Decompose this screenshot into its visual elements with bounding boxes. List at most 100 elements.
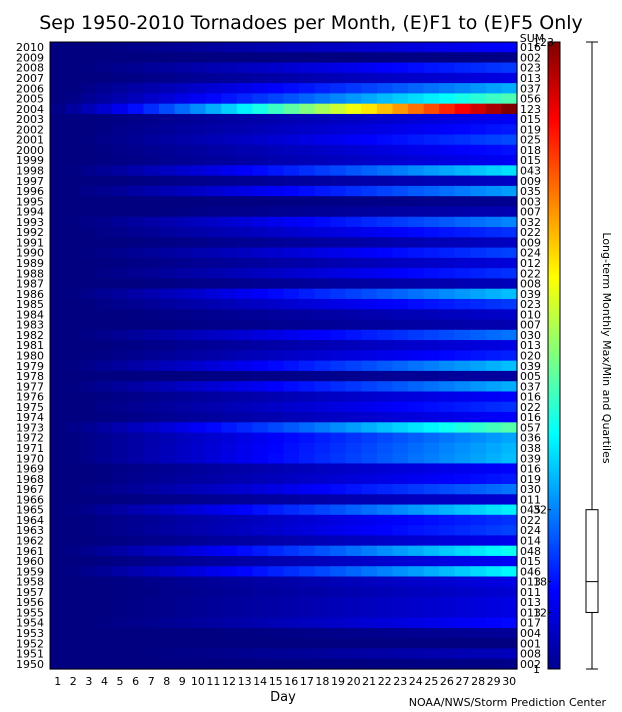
heatmap-cell [485,566,503,578]
heatmap-cell [81,473,98,485]
heatmap-cell [127,278,144,290]
heatmap-cell [314,124,331,136]
heatmap-cell [158,463,176,475]
heatmap-cell [439,83,456,94]
heatmap-cell [190,340,207,351]
heatmap-cell [439,442,456,454]
heatmap-cell [454,658,471,670]
heatmap-cell [439,216,456,228]
heatmap-cell [252,329,269,341]
heatmap-cell [283,175,300,187]
heatmap-cell [470,586,487,598]
heatmap-cell [299,525,316,536]
heatmap-cell [423,648,440,660]
heatmap-cell [221,504,238,516]
heatmap-cell [485,627,503,639]
heatmap-cell [205,453,222,465]
heatmap-cell [501,535,518,547]
heatmap-cell [470,370,487,382]
heatmap-cell [392,432,409,444]
heatmap-cell [127,350,144,362]
heatmap-cell [485,42,503,53]
heatmap-cell [190,494,207,506]
heatmap-cell [423,525,440,536]
heatmap-cell [361,329,378,341]
heatmap-cell [501,483,518,495]
heatmap-cell [252,155,269,166]
heatmap-cell [96,309,113,321]
heatmap-cell [127,247,144,259]
heatmap-cell [376,298,394,310]
heatmap-cell [158,113,176,125]
day-tick-label: 29 [487,675,501,688]
heatmap-cell [221,257,238,269]
heatmap-cell [205,93,222,105]
heatmap-cell [221,52,238,64]
heatmap-cell [283,350,300,362]
year-tick-label: 1957 [16,586,44,599]
day-tick-label: 8 [163,675,170,688]
heatmap-cell [470,247,487,259]
heatmap-cell [205,257,222,269]
heatmap-cell [267,566,285,578]
heatmap-cell [408,638,425,650]
heatmap-cell [361,463,378,475]
heatmap-cell [485,93,503,105]
heatmap-cell [190,627,207,639]
heatmap-cell [65,566,82,578]
heatmap-cell [112,309,129,321]
heatmap-cell [345,155,362,166]
heatmap-cell [158,370,176,382]
heatmap-cell [127,340,144,351]
heatmap-cell [81,391,98,403]
heatmap-cell [267,525,285,536]
heatmap-cell [143,196,160,208]
heatmap-cell [470,504,487,516]
heatmap-cell [283,638,300,650]
heatmap-cell [330,298,347,310]
heatmap-cell [236,309,253,321]
heatmap-cell [112,473,129,485]
heatmap-cell [299,576,316,588]
heatmap-cell [96,545,113,557]
heatmap-cell [501,412,518,423]
heatmap-cell [314,93,331,105]
heatmap-cell [205,288,222,300]
heatmap-cell [423,62,440,74]
heatmap-cell [96,555,113,567]
heatmap-cell [376,144,394,156]
heatmap-cell [408,340,425,351]
heatmap-cell [408,412,425,423]
heatmap-cell [454,494,471,506]
heatmap-cell [127,504,144,516]
heatmap-cell [50,257,67,269]
heatmap-cell [50,185,67,197]
heatmap-cell [252,113,269,125]
heatmap-cell [330,134,347,146]
heatmap-cell [408,648,425,660]
heatmap-cell [299,288,316,300]
heatmap-cell [314,555,331,567]
sum-tick-label: 002 [520,658,541,671]
year-tick-label: 1963 [16,524,44,537]
heatmap-cell [485,298,503,310]
heatmap-cell [267,607,285,619]
heatmap-cell [392,103,409,115]
heatmap-cell [439,483,456,495]
heatmap-cell [50,473,67,485]
sum-tick-label: 038 [520,442,541,455]
heatmap-cell [423,463,440,475]
heatmap-cell [501,278,518,290]
year-tick-label: 1992 [16,226,44,239]
heatmap-cell [299,350,316,362]
heatmap-cell [143,340,160,351]
heatmap-cell [127,514,144,526]
heatmap-cell [376,586,394,598]
heatmap-cell [143,155,160,166]
heatmap-cell [454,473,471,485]
heatmap-cell [190,391,207,403]
heatmap-cell [221,278,238,290]
heatmap-cell [330,216,347,228]
heatmap-cell [423,442,440,454]
heatmap-cell [330,113,347,125]
